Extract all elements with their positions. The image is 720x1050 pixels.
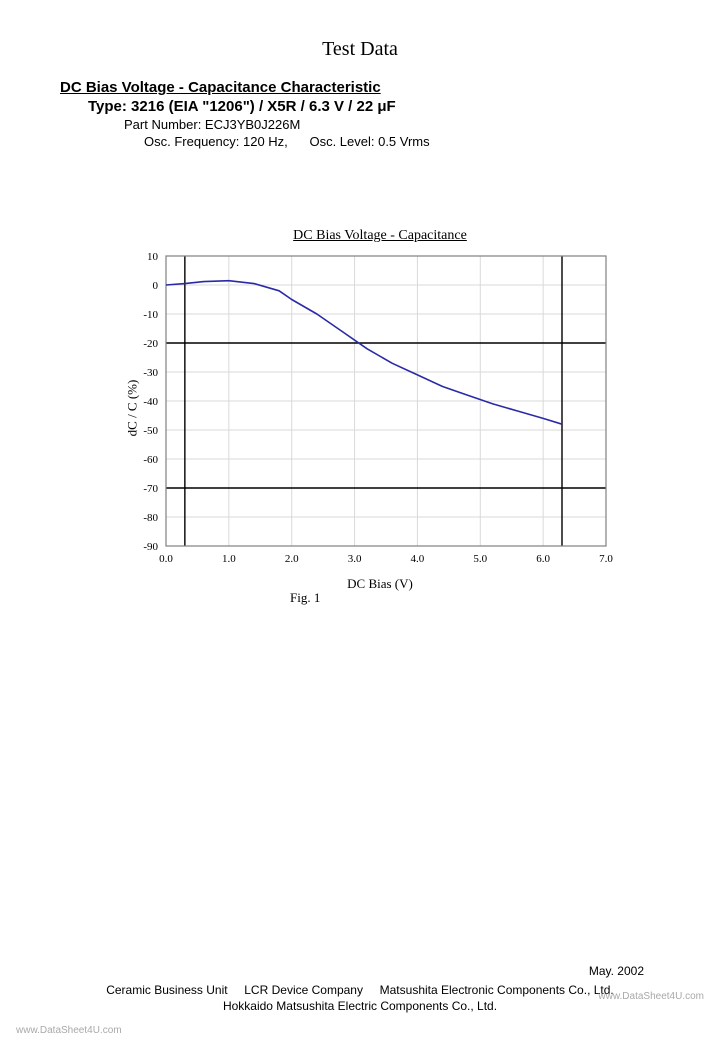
type-line: Type: 3216 (EIA "1206") / X5R / 6.3 V / … — [88, 98, 720, 115]
svg-text:-80: -80 — [143, 512, 158, 524]
svg-text:2.0: 2.0 — [285, 553, 299, 565]
svg-text:-50: -50 — [143, 425, 158, 437]
svg-text:3.0: 3.0 — [348, 553, 362, 565]
footer-date: May. 2002 — [0, 963, 720, 979]
part-number-line: Part Number: ECJ3YB0J226M — [124, 117, 720, 132]
svg-text:-10: -10 — [143, 309, 158, 321]
chart-title: DC Bias Voltage - Capacitance — [120, 228, 640, 244]
page-title: Test Data — [0, 38, 720, 61]
osc-line: Osc. Frequency: 120 Hz, Osc. Level: 0.5 … — [144, 134, 720, 149]
svg-text:-30: -30 — [143, 367, 158, 379]
svg-text:0: 0 — [153, 280, 159, 292]
svg-text:4.0: 4.0 — [411, 553, 425, 565]
footer: May. 2002 Ceramic Business Unit LCR Devi… — [0, 963, 720, 1014]
svg-text:-60: -60 — [143, 454, 158, 466]
svg-text:5.0: 5.0 — [473, 553, 487, 565]
svg-text:-20: -20 — [143, 338, 158, 350]
header-block: DC Bias Voltage - Capacitance Characteri… — [60, 79, 720, 149]
svg-text:-90: -90 — [143, 541, 158, 553]
section-title: DC Bias Voltage - Capacitance Characteri… — [60, 79, 720, 96]
svg-text:7.0: 7.0 — [599, 553, 613, 565]
svg-text:-70: -70 — [143, 483, 158, 495]
svg-text:-40: -40 — [143, 396, 158, 408]
chart-svg: 0.0 1.0 2.0 3.0 4.0 5.0 6.0 7.0 10 0 -10 -20 -30 -40 -… — [120, 250, 616, 572]
watermark-bottom-left: www.DataSheet4U.com — [16, 1025, 122, 1036]
chart-container: DC Bias Voltage - Capacitance dC / C (%)… — [120, 228, 640, 588]
y-axis-label: dC / C (%) — [124, 380, 140, 437]
svg-text:0.0: 0.0 — [159, 553, 173, 565]
watermark-right: www.DataSheet4U.com — [598, 991, 704, 1002]
svg-text:1.0: 1.0 — [222, 553, 236, 565]
figure-label: Fig. 1 — [290, 590, 320, 606]
svg-text:10: 10 — [147, 251, 159, 263]
x-axis-label: DC Bias (V) — [120, 576, 640, 592]
svg-text:6.0: 6.0 — [536, 553, 550, 565]
